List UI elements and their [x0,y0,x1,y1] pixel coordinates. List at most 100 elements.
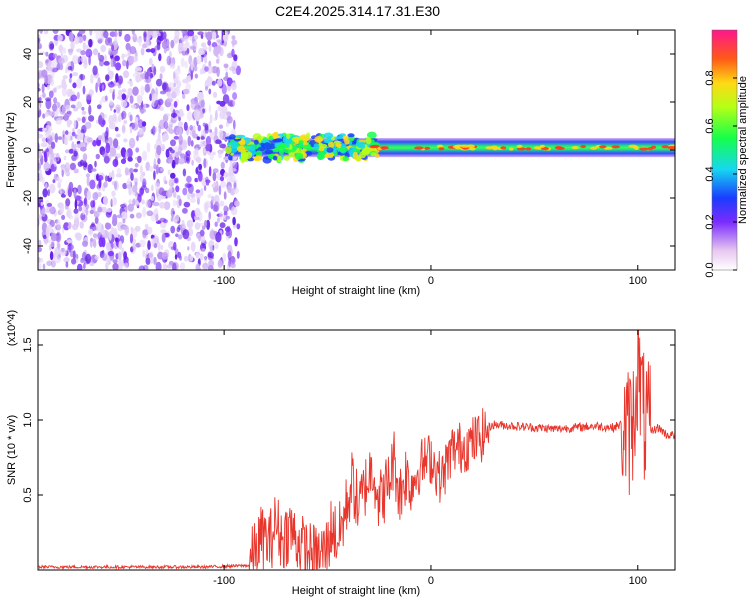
noise-blob [80,55,88,64]
noise-blob [208,104,212,114]
noise-blob [88,104,92,116]
band-blob [262,142,272,150]
snr-x-tick-label: 100 [629,575,647,587]
noise-blob [76,78,83,89]
noise-blob [185,156,190,162]
noise-blob [35,82,38,87]
noise-blob [202,225,206,230]
noise-blob [111,170,115,180]
band-peak [438,147,445,151]
noise-blob [31,186,37,190]
noise-blob [73,119,77,129]
noise-blob [153,242,158,249]
noise-blob [159,201,165,209]
noise-blob [146,210,154,217]
noise-blob [70,40,75,51]
noise-blob [232,100,236,106]
noise-blob [92,48,99,56]
noise-blob [145,257,151,265]
noise-blob [159,106,164,112]
noise-blob [162,114,169,123]
noise-blob [193,152,200,161]
noise-blob [149,83,153,89]
band-blob [255,150,263,157]
noise-blob [170,139,176,147]
noise-blob [144,223,149,230]
noise-blob [98,114,103,125]
noise-blob [60,247,67,256]
noise-blob [92,233,98,239]
snr-x-label: Height of straight line (km) [292,585,420,597]
noise-blob [33,224,36,231]
spectrogram-image [31,30,675,270]
band-peak [369,145,378,149]
noise-blob [153,158,157,168]
noise-blob [173,177,179,184]
noise-blob [132,198,136,206]
noise-blob [196,136,200,141]
band-peak [516,144,523,148]
noise-blob [68,49,73,56]
noise-blob [79,142,85,147]
noise-blob [79,221,84,229]
noise-blob [104,95,108,102]
noise-blob [104,54,107,63]
noise-blob [128,137,136,149]
noise-blob [208,88,212,95]
noise-blob [85,44,89,50]
noise-blob [157,158,161,165]
noise-blob [82,34,87,42]
noise-blob [88,55,91,66]
noise-blob [197,31,204,36]
noise-blob [204,66,209,72]
noise-blob [112,259,118,264]
noise-blob [101,119,106,126]
noise-blob [117,114,122,123]
noise-blob [78,30,86,35]
noise-blob [64,130,69,135]
spectrogram-x-tick-label: 0 [428,275,434,287]
band-blob [365,136,372,145]
noise-blob [163,201,171,211]
noise-blob [92,65,98,76]
noise-blob [82,263,86,270]
noise-blob [183,201,191,208]
noise-blob [50,233,58,242]
noise-blob [42,127,47,132]
noise-blob [197,124,201,132]
noise-blob [165,148,170,158]
noise-blob [219,109,226,119]
noise-blob [130,104,137,109]
noise-blob [97,52,101,59]
noise-blob [65,66,68,74]
noise-blob [38,134,44,138]
spectrogram-y-tick-label: -20 [22,190,34,206]
noise-blob [178,146,182,155]
noise-blob [69,162,76,171]
noise-blob [153,170,156,180]
noise-blob [60,52,63,57]
noise-blob [72,72,79,77]
noise-blobs [31,30,241,270]
noise-blob [203,185,207,191]
noise-blob [65,149,70,154]
noise-blob [85,204,90,210]
noise-blob [48,111,56,117]
noise-blob [73,208,79,214]
snr-panel: -100 0 100 0.5 1.0 1.5 Height of straight lin… [6,310,676,597]
noise-blob [153,256,157,266]
noise-blob [232,161,238,169]
noise-blob [45,98,52,110]
band-peak [509,147,514,151]
noise-blob [142,206,147,218]
noise-blob [229,172,233,177]
noise-blob [211,42,218,48]
noise-blob [118,240,123,250]
noise-blob [191,129,196,136]
noise-blob [225,111,232,117]
noise-blob [208,121,211,132]
noise-blob [80,212,86,221]
noise-blob [96,104,102,110]
noise-blob [76,263,83,270]
